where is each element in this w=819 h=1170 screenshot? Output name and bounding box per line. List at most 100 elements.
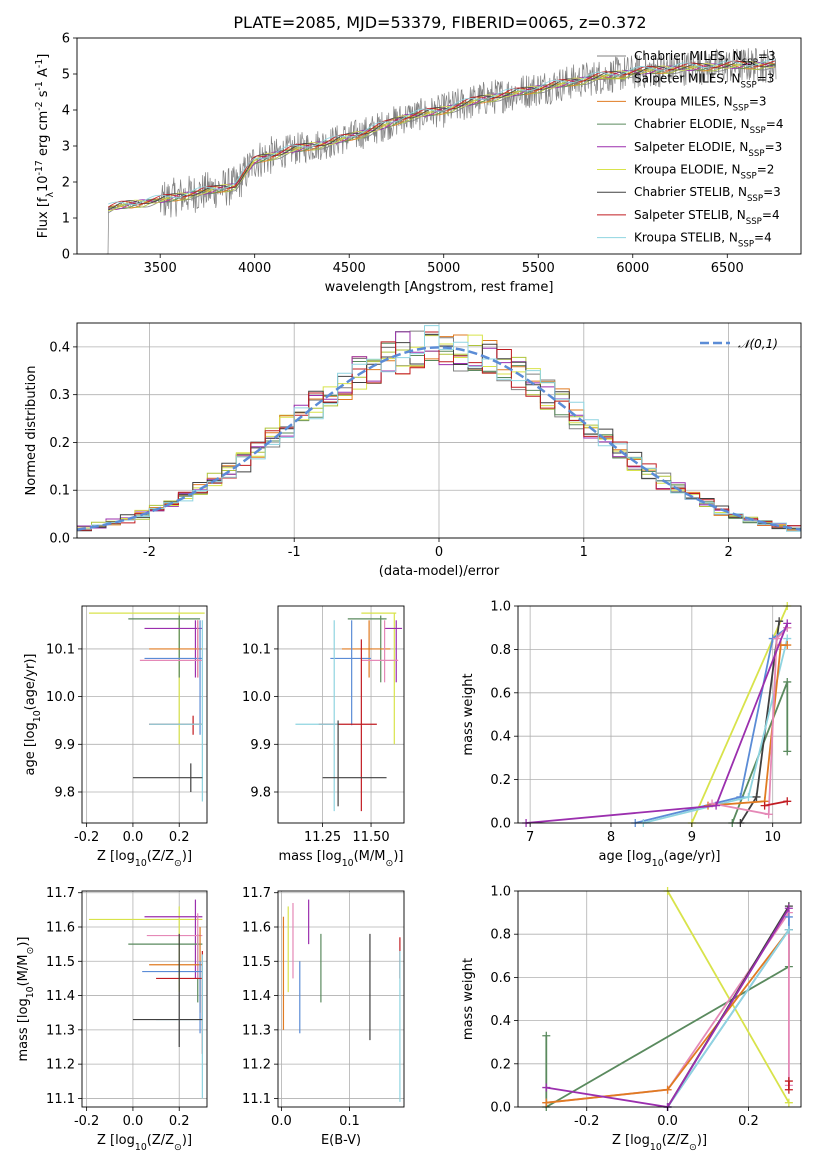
y-tick-label: 2 bbox=[62, 176, 70, 191]
y-tick-label: 0.0 bbox=[490, 1101, 511, 1116]
axes-frame bbox=[76, 322, 802, 539]
y-tick-label: 0.0 bbox=[49, 532, 70, 547]
mass-weight-marker bbox=[784, 1085, 793, 1094]
y-tick-label: 0.2 bbox=[49, 436, 70, 451]
axes-frame bbox=[81, 890, 208, 1108]
x-tick-label: 8 bbox=[607, 830, 615, 845]
x-tick-label: 0.0 bbox=[271, 1114, 292, 1129]
mass-weight-line bbox=[666, 929, 790, 1108]
model-spectrum bbox=[108, 62, 776, 209]
mass-weight-marker bbox=[784, 1077, 793, 1086]
y-axis-label: age [log10(age/yr)] bbox=[23, 654, 43, 776]
x-tick-label: 0.0 bbox=[123, 830, 144, 845]
mass-weight-marker bbox=[784, 1098, 793, 1107]
chart-mass-Z: -0.2 0.0 0.2 11.1 11.2 11.3 11.4 11.5 11.6 11.7 Z … bbox=[16, 886, 208, 1153]
y-tick-label: 3 bbox=[62, 140, 70, 155]
mass-weight-marker bbox=[783, 619, 792, 628]
plot-area bbox=[522, 602, 792, 827]
legend-label: Salpeter ELODIE, NSSP=3 bbox=[634, 140, 782, 159]
plot-area bbox=[106, 47, 777, 255]
x-tick-label: -0.2 bbox=[74, 830, 99, 845]
y-tick-label: 0.2 bbox=[490, 1057, 511, 1072]
x-tick-label: 0.1 bbox=[339, 1114, 360, 1129]
x-tick-label: 1 bbox=[580, 545, 588, 560]
x-tick-label: 6500 bbox=[711, 261, 744, 276]
mass-weight-marker bbox=[542, 1083, 551, 1092]
mass-weight-marker bbox=[712, 801, 721, 810]
legend: Chabrier MILES, NSSP=3 Salpeter MILES, NS… bbox=[597, 49, 783, 250]
y-tick-label: 11.2 bbox=[46, 1058, 75, 1073]
y-axis-label: Normed distribution bbox=[24, 366, 39, 496]
mass-weight-line bbox=[764, 800, 788, 807]
chart-massweight-Z: -0.2 0.0 0.2 0.0 0.2 0.4 0.6 0.8 1.0 Z [log10(Z/Z… bbox=[461, 885, 802, 1153]
y-tick-label: 11.5 bbox=[46, 955, 75, 970]
x-tick-label: -0.2 bbox=[574, 1114, 599, 1129]
mass-weight-line bbox=[711, 627, 788, 816]
y-tick-label: 0.4 bbox=[490, 1014, 511, 1029]
mass-weight-marker bbox=[764, 810, 773, 819]
legend-label: Salpeter MILES, NSSP=3 bbox=[634, 72, 774, 91]
legend-label: Chabrier MILES, NSSP=3 bbox=[634, 49, 776, 68]
plot-area bbox=[88, 612, 205, 802]
y-tick-label: 11.1 bbox=[46, 1092, 75, 1107]
y-tick-label: 10.1 bbox=[242, 642, 271, 657]
plot-area bbox=[295, 612, 403, 812]
mass-weight-marker bbox=[760, 801, 769, 810]
plot-area bbox=[88, 899, 203, 1099]
mass-weight-marker bbox=[784, 912, 793, 921]
x-tick-label: 9 bbox=[688, 830, 696, 845]
y-tick-label: 4 bbox=[62, 104, 70, 119]
mass-weight-marker bbox=[744, 792, 753, 801]
x-tick-label: -1 bbox=[288, 545, 301, 560]
chart-age-mass: 11.25 11.50 9.8 9.9 10.0 10.1 mass [log10(M/M⊙… bbox=[242, 605, 405, 869]
legend-label: Kroupa STELIB, NSSP=4 bbox=[634, 231, 772, 250]
mass-weight-marker bbox=[783, 641, 792, 650]
y-tick-label: 11.2 bbox=[242, 1058, 271, 1073]
chart-massweight-age: 7 8 9 10 0.0 0.2 0.4 0.6 0.8 1.0 age [log10(age/yr… bbox=[461, 600, 802, 869]
y-tick-label: 0.6 bbox=[490, 686, 511, 701]
chart-title: PLATE=2085, MJD=53379, FIBERID=0065, z=0… bbox=[233, 13, 646, 32]
chart-age-Z: -0.2 0.0 0.2 9.8 9.9 10.0 10.1 Z [log10(Z/Z⊙)] a… bbox=[23, 605, 208, 869]
y-tick-label: 11.1 bbox=[242, 1092, 271, 1107]
mass-weight-marker bbox=[663, 1085, 672, 1094]
y-tick-label: 9.8 bbox=[250, 786, 271, 801]
y-tick-label: 6 bbox=[62, 32, 70, 47]
x-tick-label: -0.2 bbox=[74, 1114, 99, 1129]
y-tick-label: 1.0 bbox=[490, 600, 511, 615]
y-tick-label: 9.9 bbox=[250, 738, 271, 753]
y-tick-label: 10.0 bbox=[242, 690, 271, 705]
mass-weight-marker bbox=[783, 747, 792, 756]
residual-histogram bbox=[77, 325, 801, 532]
axes-frame bbox=[277, 890, 405, 1108]
x-tick-label: 0 bbox=[435, 545, 443, 560]
y-tick-label: 11.3 bbox=[242, 1023, 271, 1038]
x-tick-label: 7 bbox=[526, 830, 534, 845]
legend-label: Chabrier ELODIE, NSSP=4 bbox=[634, 117, 783, 136]
chart-mass-EBV: 0.0 0.1 11.1 11.2 11.3 11.4 11.5 11.6 11.7 E(B-V) bbox=[242, 886, 405, 1148]
mass-weight-marker bbox=[542, 1031, 551, 1040]
y-tick-label: 10.0 bbox=[46, 690, 75, 705]
legend-label: Kroupa ELODIE, NSSP=2 bbox=[634, 163, 774, 182]
mass-weight-marker bbox=[784, 925, 793, 934]
legend-label: 𝒩(0,1) bbox=[738, 337, 778, 351]
x-tick-label: 3500 bbox=[144, 261, 177, 276]
y-tick-label: 11.7 bbox=[46, 886, 75, 901]
x-tick-label: 0.2 bbox=[169, 830, 190, 845]
model-spectrum bbox=[108, 61, 776, 210]
plot-area bbox=[76, 325, 802, 532]
x-axis-label: mass [log10(M/M⊙)] bbox=[279, 849, 404, 869]
legend-label: Chabrier STELIB, NSSP=3 bbox=[634, 185, 781, 204]
x-tick-label: 0.2 bbox=[169, 1114, 190, 1129]
mass-weight-marker bbox=[752, 792, 761, 801]
x-tick-label: 4500 bbox=[333, 261, 366, 276]
y-tick-label: 11.6 bbox=[242, 921, 271, 936]
y-tick-label: 9.9 bbox=[54, 738, 75, 753]
x-tick-label: 5000 bbox=[427, 261, 460, 276]
y-tick-label: 11.4 bbox=[46, 989, 75, 1004]
mass-weight-marker bbox=[775, 617, 784, 626]
x-axis-label: E(B-V) bbox=[321, 1133, 361, 1148]
y-tick-label: 0.8 bbox=[490, 643, 511, 658]
y-tick-label: 0.8 bbox=[490, 928, 511, 943]
y-tick-label: 0.1 bbox=[49, 484, 70, 499]
